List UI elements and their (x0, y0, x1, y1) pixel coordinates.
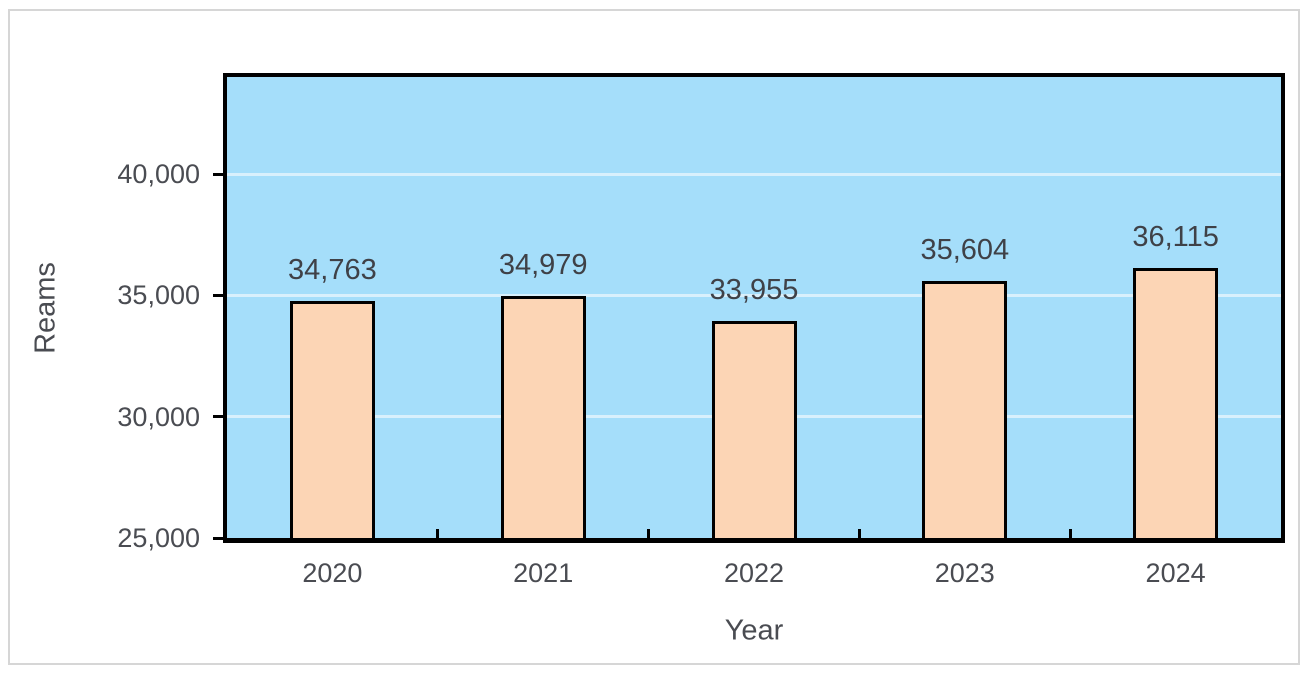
data-label-2024: 36,115 (1132, 221, 1219, 254)
data-label-2020: 34,763 (288, 254, 377, 287)
x-tick-label-2020: 2020 (302, 558, 363, 588)
x-axis-title: Year (724, 614, 784, 647)
y-axis-tick (213, 293, 224, 297)
x-axis-boundary-tick (647, 529, 651, 538)
data-label-2023: 35,604 (920, 233, 1010, 266)
gridline (227, 293, 1281, 297)
y-tick-label: 40,000 (117, 159, 200, 190)
plot-area (223, 73, 1285, 543)
bar-2024 (1133, 268, 1219, 538)
y-tick-label: 35,000 (117, 280, 200, 311)
y-tick-label: 25,000 (117, 523, 200, 553)
data-label-2022: 33,955 (709, 273, 799, 306)
bar-2023 (922, 280, 1008, 538)
data-label-2021: 34,979 (498, 248, 588, 281)
y-axis-tick (213, 536, 224, 540)
bar-2021 (500, 295, 586, 538)
bar-2022 (711, 320, 797, 538)
x-tick-label-2023: 2023 (934, 558, 995, 588)
y-tick-label: 30,000 (117, 401, 200, 432)
x-tick-label-2022: 2022 (723, 558, 785, 588)
x-axis-boundary-tick (857, 529, 861, 538)
x-tick-label-2021: 2021 (513, 558, 574, 588)
bar-2020 (289, 301, 375, 538)
x-axis-boundary-tick (1068, 529, 1072, 538)
gridline (227, 172, 1281, 176)
x-axis-boundary-tick (436, 529, 440, 538)
x-tick-label-2024: 2024 (1145, 558, 1206, 588)
y-axis-tick (213, 172, 224, 176)
y-axis-tick (213, 415, 224, 419)
